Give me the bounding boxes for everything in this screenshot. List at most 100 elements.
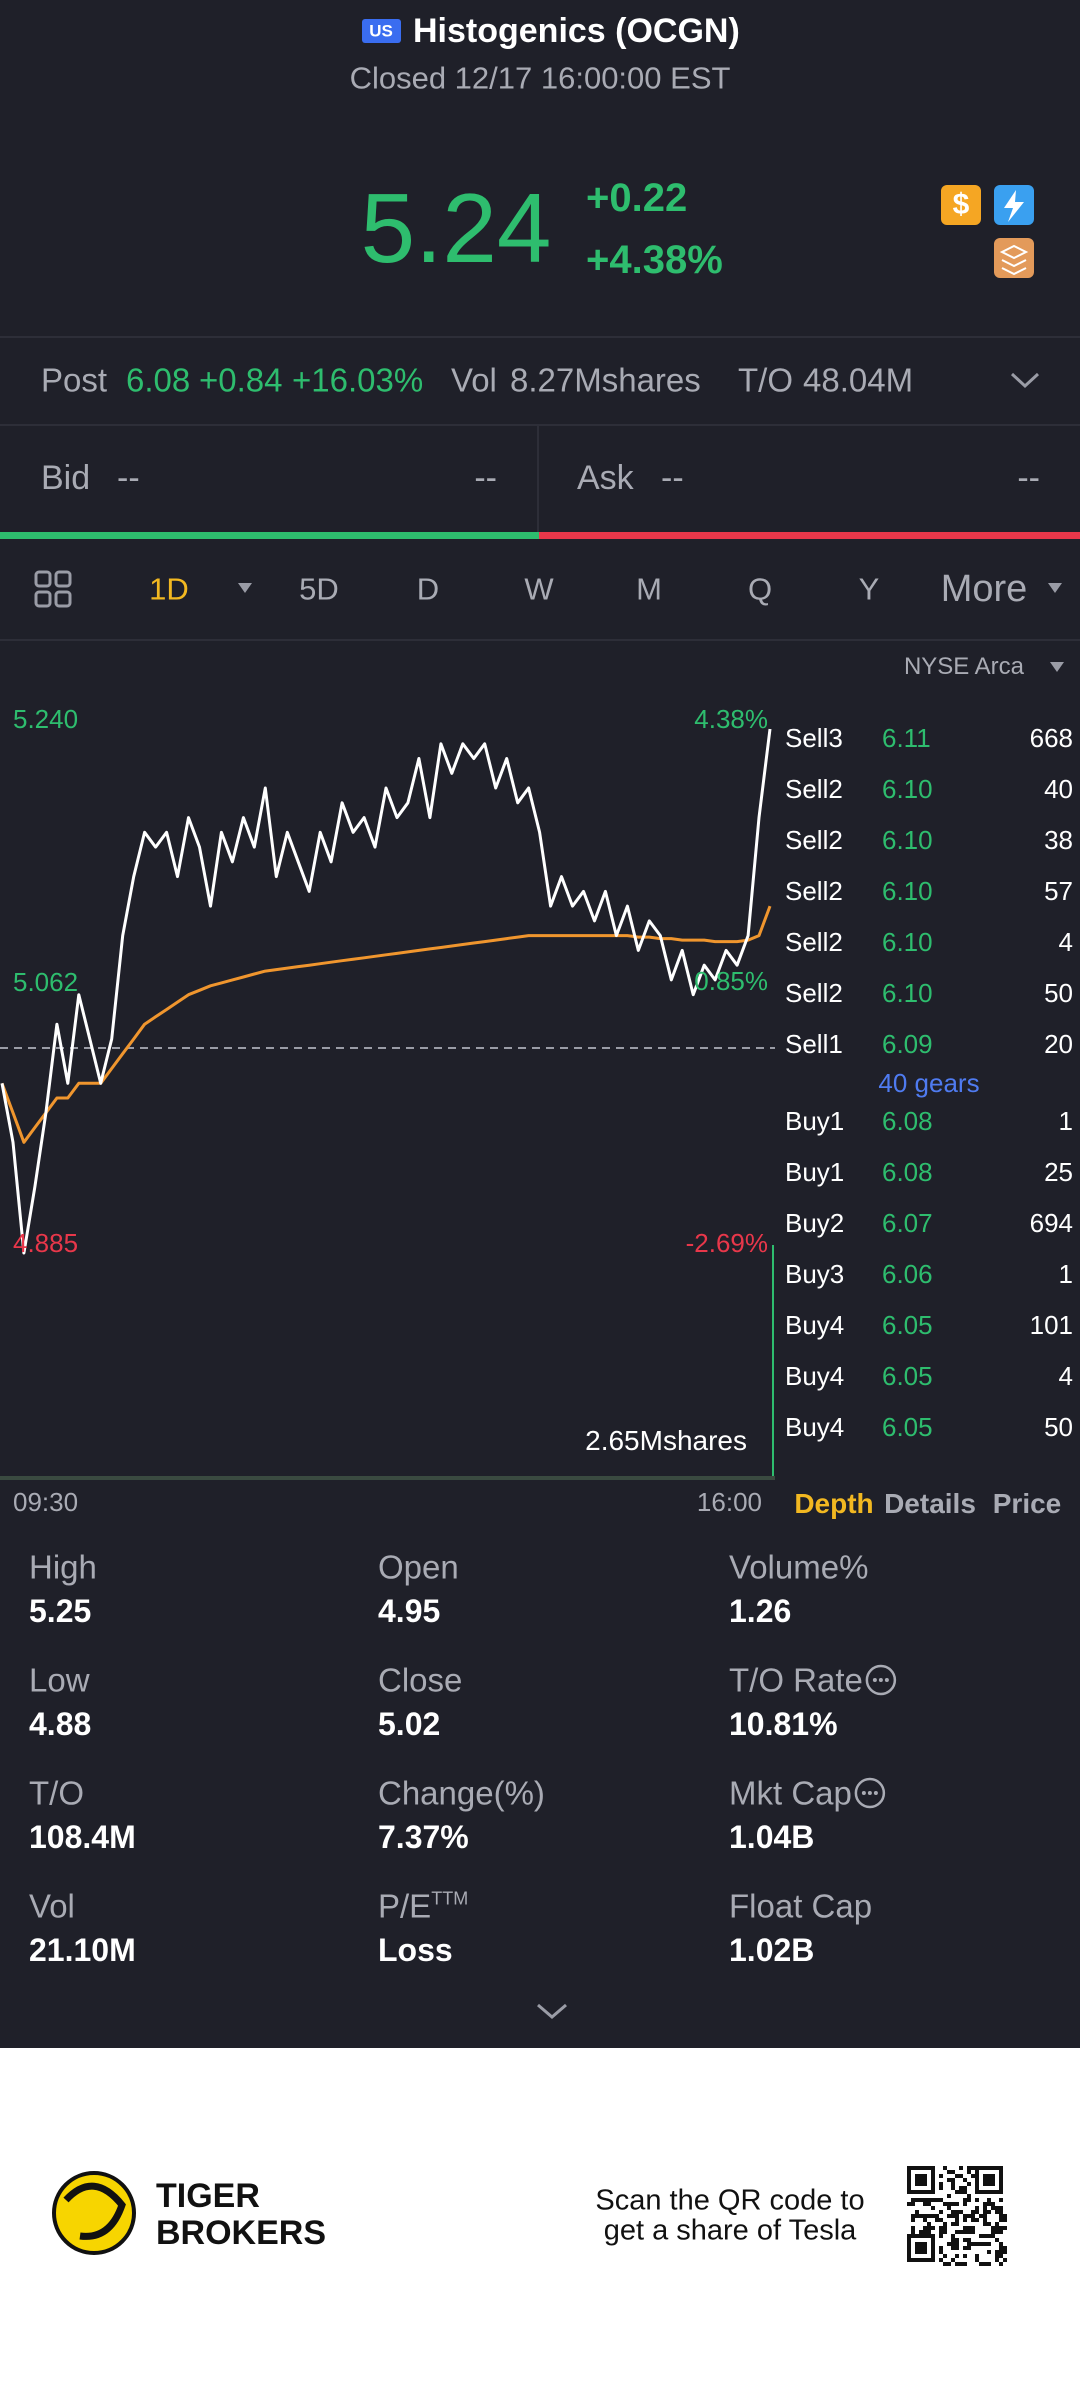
qr-module — [963, 2198, 967, 2202]
period-tab[interactable]: 5D — [299, 571, 339, 607]
stat-label: Float Cap — [729, 1887, 873, 1925]
qr-module — [995, 2238, 999, 2242]
qr-module — [915, 2210, 919, 2214]
info-dot — [867, 1791, 872, 1795]
book-price: 6.07 — [882, 1208, 933, 1238]
qr-module — [963, 2246, 967, 2250]
price-change-pct: +4.38% — [586, 238, 723, 282]
qr-module — [951, 2182, 955, 2186]
qr-module — [987, 2250, 991, 2254]
qr-module — [939, 2182, 943, 2186]
period-tab[interactable]: Q — [747, 571, 773, 607]
qr-module — [951, 2202, 955, 2206]
qr-module — [939, 2218, 943, 2222]
qr-module — [951, 2234, 955, 2238]
period-tab[interactable]: D — [416, 571, 440, 607]
qr-module — [987, 2234, 991, 2238]
qr-module — [995, 2222, 999, 2226]
qr-module — [967, 2166, 971, 2170]
info-dot — [872, 1678, 877, 1682]
qr-module — [995, 2206, 999, 2210]
qr-module — [943, 2222, 947, 2226]
qr-module — [919, 2198, 923, 2202]
qr-module — [935, 2198, 939, 2202]
qr-module — [911, 2198, 915, 2202]
qr-finder-core — [915, 2242, 927, 2254]
qr-module — [1003, 2250, 1007, 2254]
qr-module — [923, 2202, 927, 2206]
period-tab[interactable]: M — [636, 571, 662, 607]
qr-module — [995, 2250, 999, 2254]
qr-module — [967, 2182, 971, 2186]
stat-value: 5.25 — [29, 1593, 92, 1629]
stat-value: Loss — [378, 1932, 453, 1968]
qr-module — [947, 2170, 951, 2174]
stat-label: P/ETTM — [378, 1887, 469, 1925]
stat-label: Low — [29, 1661, 90, 1699]
expand-chevron[interactable] — [1010, 372, 1040, 389]
info-dot — [884, 1678, 889, 1682]
qr-module — [947, 2202, 951, 2206]
info-icon[interactable] — [865, 1664, 897, 1696]
more-dropdown[interactable] — [1048, 583, 1062, 593]
period-tab[interactable]: More — [940, 568, 1028, 610]
qr-module — [951, 2246, 955, 2250]
stat-value: 21.10M — [29, 1932, 136, 1968]
collapse-chevron[interactable] — [537, 2003, 567, 2019]
qr-module — [939, 2230, 943, 2234]
qr-module — [967, 2242, 971, 2246]
qr-module — [947, 2194, 951, 2198]
period-tab[interactable]: W — [524, 571, 554, 607]
book-tab[interactable]: Details — [884, 1488, 976, 1519]
qr-module — [999, 2262, 1003, 2266]
qr-module — [967, 2246, 971, 2250]
qr-module — [971, 2166, 975, 2170]
period-tab[interactable]: 1D — [149, 571, 189, 607]
period-tab[interactable]: Y — [858, 571, 880, 607]
x-tick-label: 16:00 — [696, 1487, 762, 1517]
qr-module — [971, 2210, 975, 2214]
qr-module — [955, 2222, 959, 2226]
bid-bar — [0, 532, 539, 539]
book-level: Buy4 — [785, 1310, 845, 1340]
book-tab[interactable]: Depth — [794, 1488, 874, 1519]
qr-module — [915, 2198, 919, 2202]
bid-label: Bid — [41, 459, 91, 497]
qr-finder — [907, 2166, 935, 2194]
exchange-dropdown[interactable] — [1050, 662, 1064, 672]
book-price: 6.10 — [882, 978, 933, 1008]
qr-module — [923, 2198, 927, 2202]
qr-module — [995, 2254, 999, 2258]
qr-module — [939, 2234, 943, 2238]
qr-module — [1003, 2226, 1007, 2230]
average-line — [0, 905, 772, 1144]
qr-module — [907, 2202, 911, 2206]
post-price: 6.08 — [126, 361, 191, 399]
qr-module — [927, 2226, 931, 2230]
qr-module — [939, 2186, 943, 2190]
qr-module — [911, 2218, 915, 2222]
info-dot — [861, 1791, 866, 1795]
x-tick-label: 09:30 — [13, 1487, 79, 1517]
qr-module — [939, 2258, 943, 2262]
qr-module — [963, 2262, 967, 2266]
book-size: 20 — [1044, 1029, 1073, 1059]
tiger-logo-stripe — [63, 2182, 126, 2240]
price-line — [0, 728, 772, 1255]
book-tab[interactable]: Price — [992, 1488, 1062, 1519]
info-icon[interactable] — [854, 1777, 886, 1809]
qr-module — [999, 2206, 1003, 2210]
qr-module — [939, 2198, 943, 2202]
qr-module — [947, 2206, 951, 2210]
qr-module — [963, 2238, 967, 2242]
qr-module — [995, 2258, 999, 2262]
qr-module — [995, 2210, 999, 2214]
period-dropdown[interactable] — [238, 583, 252, 593]
grid-icon[interactable] — [34, 570, 72, 608]
qr-module — [963, 2190, 967, 2194]
stock-title: Histogenics (OCGN) — [413, 12, 740, 50]
book-level: Buy2 — [785, 1208, 845, 1238]
qr-module — [951, 2258, 955, 2262]
book-price: 6.05 — [882, 1361, 933, 1391]
